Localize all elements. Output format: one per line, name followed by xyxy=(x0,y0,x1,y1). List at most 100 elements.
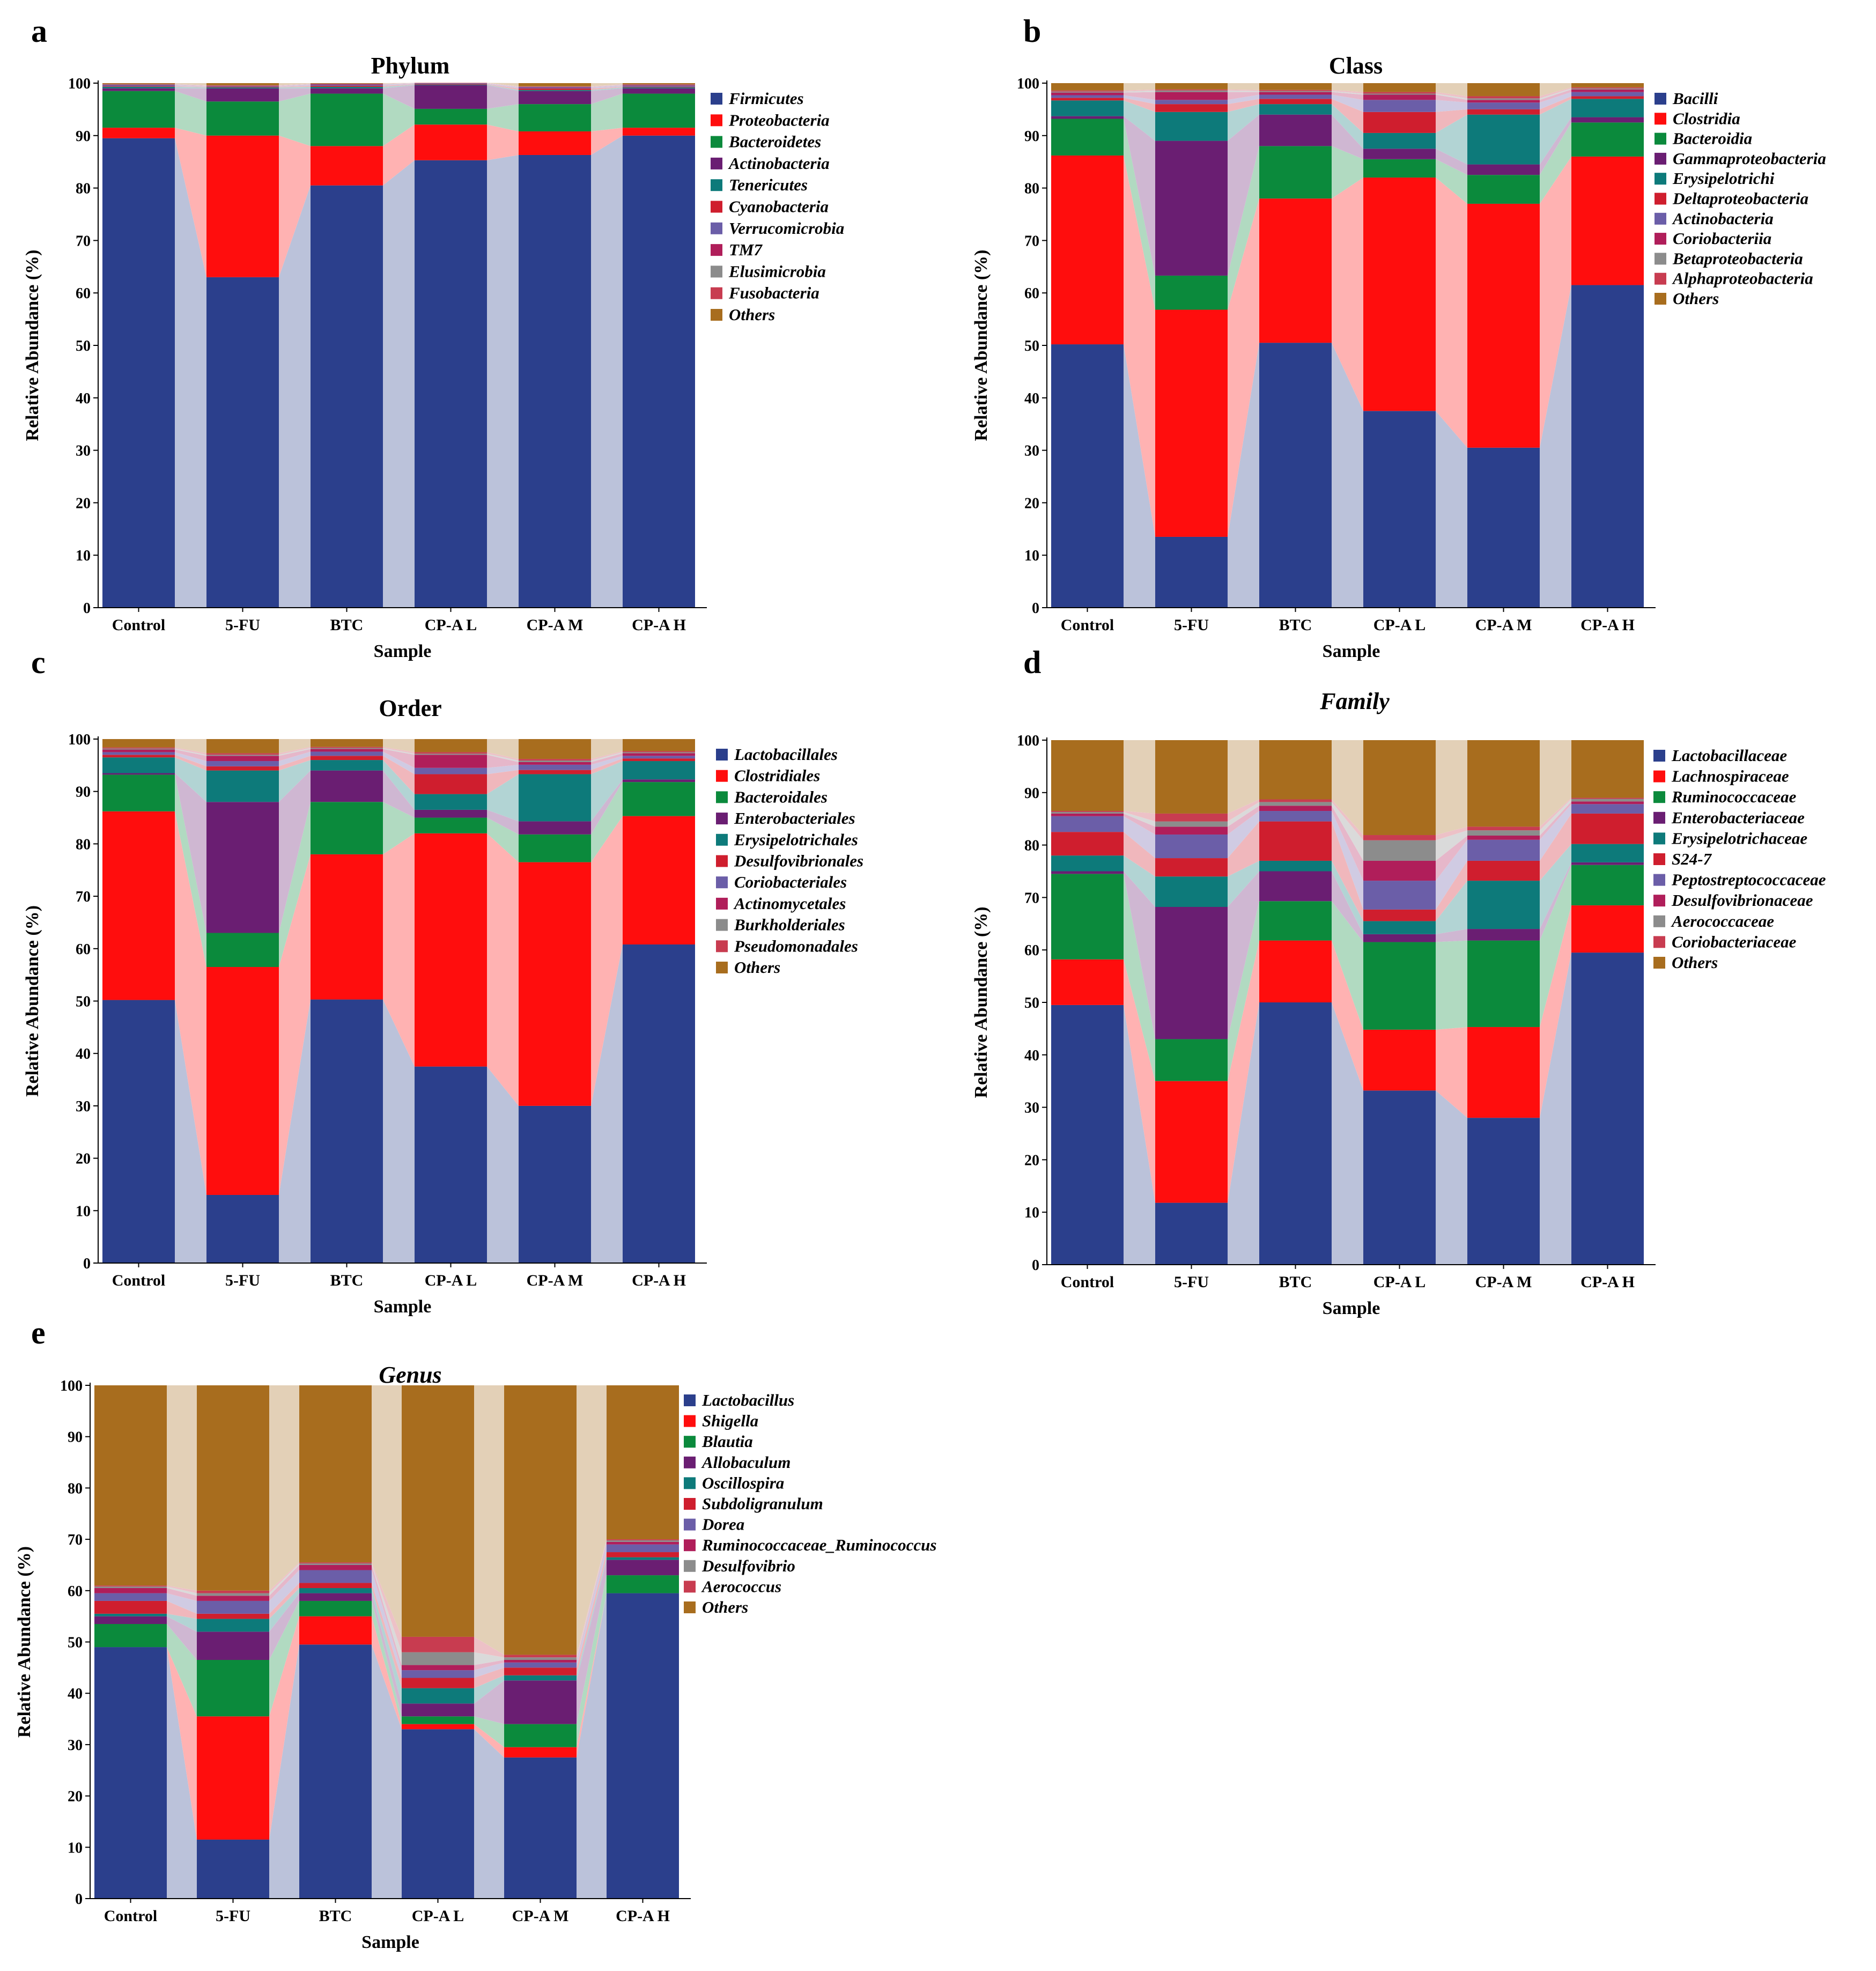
connector-Others xyxy=(167,1385,197,1591)
connector-Bacteroidetes xyxy=(175,91,206,136)
connector-Ruminococcaceae xyxy=(1540,865,1571,1027)
legend-label-Ruminococcaceae_Ruminococcus: Ruminococcaceae_Ruminococcus xyxy=(701,1536,936,1554)
bar-segment-CP-A M-Bacilli xyxy=(1467,447,1540,608)
connector-Dorea xyxy=(269,1570,299,1614)
connector-Allobaculum xyxy=(577,1560,607,1724)
x-tick-label: 5-FU xyxy=(225,1272,260,1289)
connector-Aerococcus xyxy=(269,1562,299,1593)
bar-segment-CP-A H-Others xyxy=(623,739,695,751)
x-tick-label: Control xyxy=(104,1907,157,1925)
legend-swatch-Others xyxy=(716,962,728,973)
bar-segment-Control-Erysipelotrichaceae xyxy=(1051,855,1124,872)
connector-Lactobacillus xyxy=(269,1644,299,1899)
bar-segment-CP-A H-Desulfovibrionaceae xyxy=(1571,801,1644,804)
bar-segment-Control-Aerococcaceae xyxy=(1051,811,1124,814)
connector-Alphaproteobacteria xyxy=(1124,89,1155,92)
bar-segment-CP-A L-Actinobacteria xyxy=(415,85,487,109)
y-tick-label: 20 xyxy=(1024,1152,1039,1169)
connector-Ruminococcaceae xyxy=(1124,874,1155,1081)
y-tick-label: 100 xyxy=(1017,76,1039,92)
connector-Bacteroidales xyxy=(383,802,415,854)
connector-Coriobacteriia xyxy=(1540,89,1571,103)
bar-segment-CP-A L-Others xyxy=(402,1385,474,1637)
bar-segment-5-FU-Coriobacteriia xyxy=(1155,92,1228,100)
connector-Others xyxy=(1332,83,1363,92)
legend-swatch-Bacteroidia xyxy=(1655,132,1666,145)
bar-segment-5-FU-Bacilli xyxy=(1155,536,1228,608)
x-tick-label: CP-A L xyxy=(425,1272,477,1289)
x-tick-label: CP-A H xyxy=(632,1272,686,1289)
bar-segment-CP-A M-Betaproteobacteria xyxy=(1467,98,1540,100)
legend-swatch-Clostridiales xyxy=(716,770,728,782)
connector-TM7 xyxy=(175,84,206,86)
connector-Verrucomicrobia xyxy=(591,85,623,88)
connector-Pseudomonadales xyxy=(487,752,519,761)
bar-segment-Control-Enterobacteriaceae xyxy=(1051,871,1124,874)
connector-Gammaproteobacteria xyxy=(1332,114,1363,159)
bar-segment-5-FU-Clostridia xyxy=(1155,309,1228,537)
bar-segment-Control-Ruminococcaceae xyxy=(1051,874,1124,959)
connector-Clostridia xyxy=(1436,178,1467,448)
bar-segment-BTC-Desulfovibrionales xyxy=(311,756,383,761)
bar-segment-5-FU-Enterobacteriales xyxy=(206,802,279,933)
connector-Coriobacteriia xyxy=(1228,92,1259,100)
bar-segment-CP-A H-Clostridiales xyxy=(623,816,695,944)
bar-segment-5-FU-Oscillospira xyxy=(197,1619,269,1632)
bar-segment-BTC-Allobaculum xyxy=(299,1593,372,1601)
bar-segment-5-FU-Aerococcaceae xyxy=(1155,821,1228,827)
legend-swatch-Actinomycetales xyxy=(716,897,728,910)
x-tick-label: Control xyxy=(1061,1273,1114,1291)
connector-Oscillospira xyxy=(577,1557,607,1681)
bar-segment-CP-A M-Erysipelotrichaceae xyxy=(1467,881,1540,929)
bar-segment-5-FU-Peptostreptococcaceae xyxy=(1155,835,1228,859)
bar-segment-5-FU-Bacteroidales xyxy=(206,933,279,967)
legend-swatch-S24-7 xyxy=(1653,853,1665,865)
bar-segment-CP-A M-Verrucomicrobia xyxy=(519,87,591,88)
bar-segment-CP-A L-Deltaproteobacteria xyxy=(1363,112,1436,133)
legend-label-Enterobacteriales: Enterobacteriales xyxy=(734,809,855,828)
legend-label-Bacteroidales: Bacteroidales xyxy=(734,787,828,806)
connector-Cyanobacteria xyxy=(175,86,206,87)
panel-d-family: d Family 0 10 20 30 40 50 60 70 80 90 100 Control 5-FU… xyxy=(971,645,1826,1318)
y-tick-label: 30 xyxy=(1024,443,1039,460)
bar-segment-Control-Lachnospiraceae xyxy=(1051,959,1124,1005)
connector-Clostridiales xyxy=(487,833,519,1106)
connector-Proteobacteria xyxy=(383,124,415,186)
bar-segment-CP-A M-Shigella xyxy=(504,1747,577,1758)
connector-Bacteroidetes xyxy=(591,93,623,131)
connector-Erysipelotrichaceae xyxy=(1228,860,1259,907)
bar-segment-CP-A H-Aerococcaceae xyxy=(1571,799,1644,802)
bars xyxy=(1051,83,1644,608)
connector-Coriobacteriia xyxy=(1124,92,1155,100)
bar-segment-CP-A M-Ruminococcaceae xyxy=(1467,940,1540,1027)
bar-segment-CP-A H-Allobaculum xyxy=(607,1560,679,1576)
connector-Others xyxy=(383,739,415,752)
bar-segment-CP-A H-Bacteroidales xyxy=(623,782,695,816)
connector-Lactobacillus xyxy=(577,1593,607,1899)
bar-segment-CP-A M-Ruminococcaceae_Ruminococcus xyxy=(504,1659,577,1663)
connector-Actinobacteria xyxy=(591,88,623,105)
connector-Actinobacteria xyxy=(1540,92,1571,109)
bar-segment-Control-Desulfovibrionales xyxy=(102,755,175,758)
legend-label-TM7: TM7 xyxy=(729,240,763,259)
legend-swatch-Deltaproteobacteria xyxy=(1655,193,1666,205)
legend-label-Bacteroidetes: Bacteroidetes xyxy=(728,132,821,151)
bar-segment-5-FU-Proteobacteria xyxy=(206,135,279,277)
bar-segment-CP-A H-TM7 xyxy=(623,85,695,86)
bar-segment-CP-A M-Erysipelotrichi xyxy=(1467,114,1540,165)
connector-Elusimicrobia xyxy=(383,83,415,84)
connector-Oscillospira xyxy=(372,1588,402,1704)
connector-Bacteroidales xyxy=(487,817,519,862)
bar-segment-CP-A L-Coriobacteriales xyxy=(415,767,487,774)
x-tick-label: 5-FU xyxy=(1174,1273,1209,1291)
bar-segment-CP-A H-Subdoligranulum xyxy=(607,1552,679,1557)
connector-Cyanobacteria xyxy=(279,85,311,87)
connector-Desulfovibrionales xyxy=(383,756,415,794)
legend-label-Shigella: Shigella xyxy=(702,1412,758,1430)
connector-Others xyxy=(1124,83,1155,91)
bar-segment-Control-Desulfovibrionaceae xyxy=(1051,813,1124,816)
bar-segment-CP-A L-Clostridia xyxy=(1363,178,1436,411)
bar-segment-CP-A H-Actinomycetales xyxy=(623,753,695,756)
legend: Lactobacillales Clostridiales Bacteroidale… xyxy=(716,745,863,977)
